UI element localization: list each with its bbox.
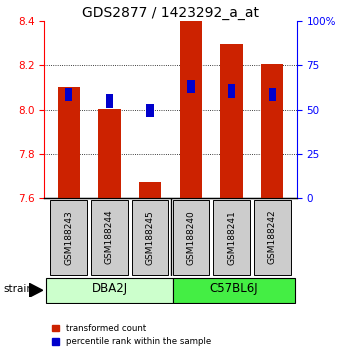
FancyBboxPatch shape [50, 200, 87, 275]
FancyBboxPatch shape [254, 200, 291, 275]
Text: GSM188241: GSM188241 [227, 210, 236, 264]
Bar [261, 64, 283, 198]
Polygon shape [29, 283, 43, 297]
Bar [65, 87, 72, 101]
Bar [139, 182, 161, 198]
Text: C57BL6J: C57BL6J [209, 282, 258, 295]
Bar [58, 86, 80, 198]
FancyBboxPatch shape [91, 200, 128, 275]
Bar [187, 80, 194, 93]
Bar [269, 87, 276, 101]
Text: strain: strain [3, 284, 33, 294]
Bar [106, 94, 113, 108]
Bar [228, 84, 235, 98]
FancyBboxPatch shape [46, 278, 173, 303]
FancyBboxPatch shape [173, 278, 295, 303]
Text: GSM188244: GSM188244 [105, 210, 114, 264]
FancyBboxPatch shape [132, 200, 168, 275]
Bar [147, 104, 154, 118]
Text: GSM188242: GSM188242 [268, 210, 277, 264]
Text: DBA2J: DBA2J [91, 282, 128, 295]
FancyBboxPatch shape [173, 200, 209, 275]
Text: GSM188240: GSM188240 [186, 210, 195, 264]
Bar [180, 20, 202, 198]
Legend: transformed count, percentile rank within the sample: transformed count, percentile rank withi… [49, 320, 214, 350]
Text: GSM188243: GSM188243 [64, 210, 73, 264]
FancyBboxPatch shape [213, 200, 250, 275]
Title: GDS2877 / 1423292_a_at: GDS2877 / 1423292_a_at [82, 6, 259, 20]
Bar [220, 45, 243, 198]
Bar [98, 109, 121, 198]
Text: GSM188245: GSM188245 [146, 210, 155, 264]
